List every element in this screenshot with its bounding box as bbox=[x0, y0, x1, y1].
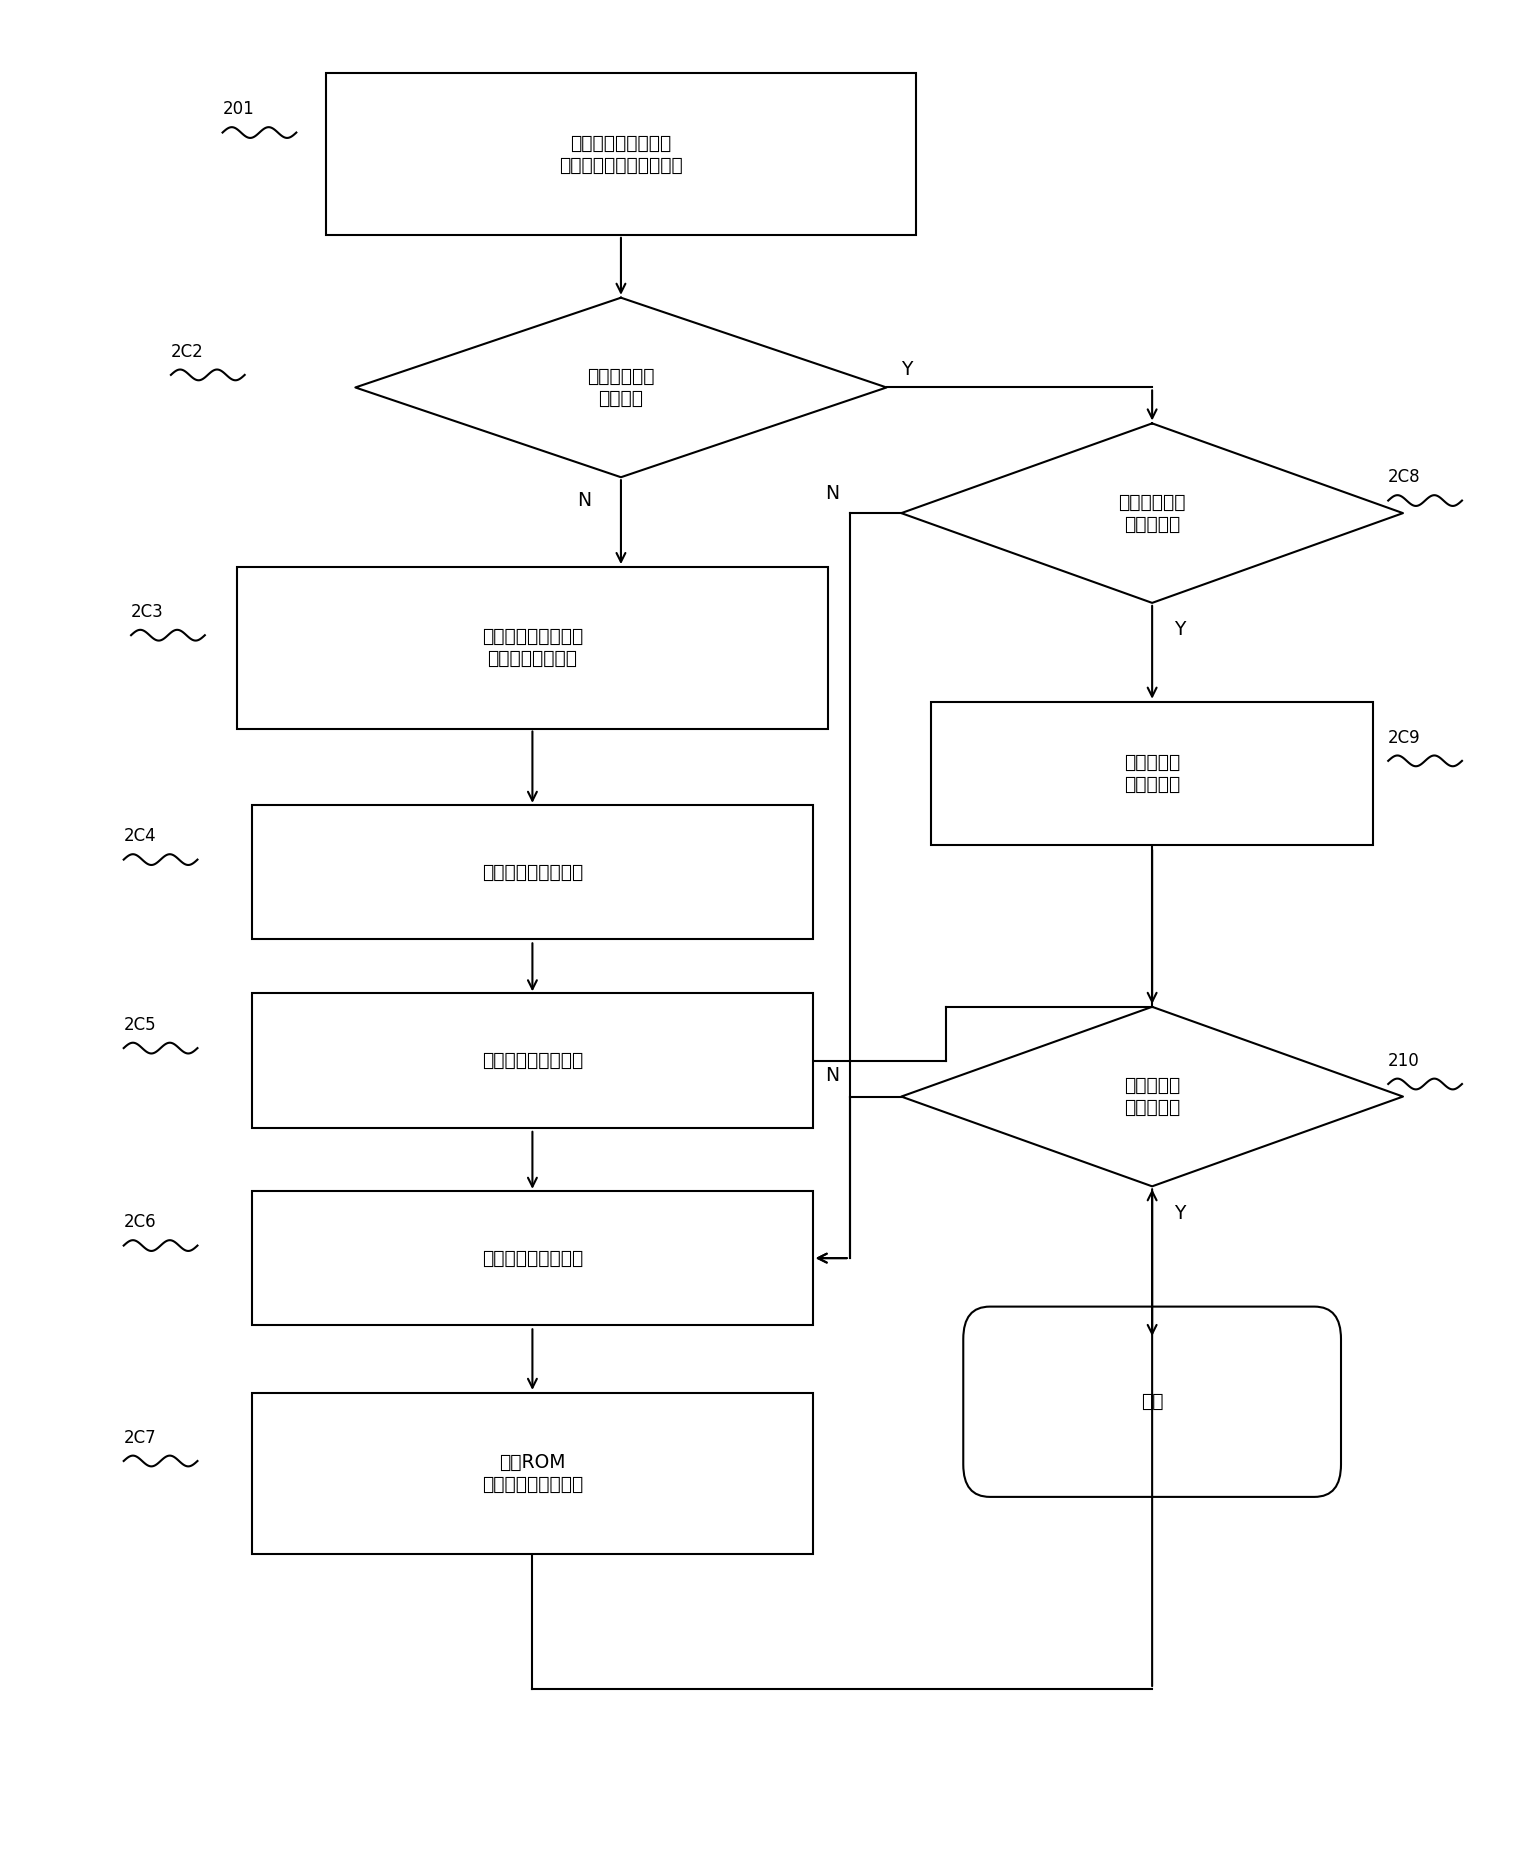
Text: 累加相位控制字步长: 累加相位控制字步长 bbox=[481, 1249, 583, 1268]
Text: 201: 201 bbox=[223, 101, 254, 118]
Text: N: N bbox=[825, 484, 839, 503]
Text: 与前一个数据
是否相同: 与前一个数据 是否相同 bbox=[587, 367, 655, 408]
Text: Y: Y bbox=[901, 361, 913, 380]
Text: 2C4: 2C4 bbox=[123, 827, 157, 845]
Text: 2C5: 2C5 bbox=[123, 1015, 157, 1034]
Text: N: N bbox=[576, 492, 592, 511]
Bar bbox=[252, 804, 813, 939]
Text: 结束: 结束 bbox=[1140, 1393, 1164, 1412]
Text: 计算相位控制字步长: 计算相位控制字步长 bbox=[481, 1051, 583, 1070]
Text: 210: 210 bbox=[1388, 1051, 1420, 1070]
FancyBboxPatch shape bbox=[964, 1307, 1340, 1496]
Bar bbox=[931, 701, 1374, 845]
Text: 选通额外相位控制字: 选通额外相位控制字 bbox=[481, 862, 583, 881]
Bar bbox=[237, 567, 827, 729]
Text: N: N bbox=[825, 1066, 839, 1085]
Text: 2C3: 2C3 bbox=[131, 602, 164, 621]
Text: 相位控制字
累加器清零: 相位控制字 累加器清零 bbox=[1124, 754, 1180, 795]
Bar bbox=[252, 1191, 813, 1326]
Text: 2C9: 2C9 bbox=[1388, 729, 1420, 746]
Text: Y: Y bbox=[1174, 621, 1185, 640]
Bar bbox=[326, 73, 916, 236]
Text: 2C8: 2C8 bbox=[1388, 468, 1420, 486]
Text: 2C2: 2C2 bbox=[171, 342, 204, 361]
Text: 计算相位差，并输出
不同选通控制信号: 计算相位差，并输出 不同选通控制信号 bbox=[481, 626, 583, 668]
Text: 时间是否达
到调制时间: 时间是否达 到调制时间 bbox=[1124, 1075, 1180, 1116]
Bar bbox=[252, 993, 813, 1128]
Text: 查找ROM
并输出调制波形数据: 查找ROM 并输出调制波形数据 bbox=[481, 1453, 583, 1494]
Text: Y: Y bbox=[1174, 1204, 1185, 1223]
Text: 2C7: 2C7 bbox=[123, 1429, 157, 1447]
Text: 总控制字是否
达到上限值: 总控制字是否 达到上限值 bbox=[1119, 492, 1187, 533]
Text: 产生载波相位控制字
产生额外累加相位控制字: 产生载波相位控制字 产生额外累加相位控制字 bbox=[559, 133, 682, 174]
Text: 2C6: 2C6 bbox=[123, 1214, 157, 1230]
Bar bbox=[252, 1393, 813, 1554]
